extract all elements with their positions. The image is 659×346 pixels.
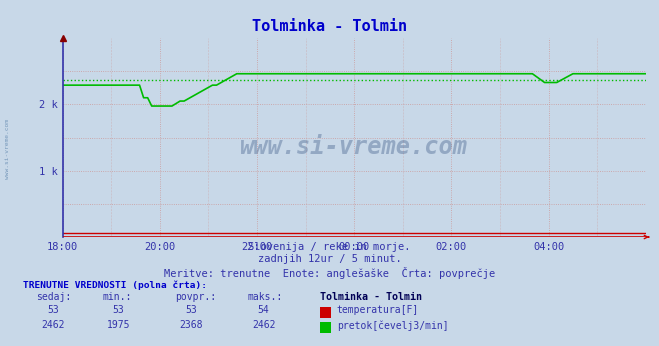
Text: www.si-vreme.com: www.si-vreme.com (241, 136, 468, 160)
Text: Slovenija / reke in morje.: Slovenija / reke in morje. (248, 242, 411, 252)
Text: 2368: 2368 (179, 320, 203, 330)
Text: 53: 53 (113, 305, 125, 315)
Text: pretok[čevelj3/min]: pretok[čevelj3/min] (337, 320, 448, 330)
Text: povpr.:: povpr.: (175, 292, 215, 302)
Text: TRENUTNE VREDNOSTI (polna črta):: TRENUTNE VREDNOSTI (polna črta): (23, 281, 207, 290)
Text: Tolminka - Tolmin: Tolminka - Tolmin (252, 19, 407, 34)
Text: 53: 53 (185, 305, 197, 315)
Text: 2462: 2462 (41, 320, 65, 330)
Text: maks.:: maks.: (247, 292, 282, 302)
Text: sedaj:: sedaj: (36, 292, 71, 302)
Text: 1975: 1975 (107, 320, 130, 330)
Text: min.:: min.: (102, 292, 132, 302)
Text: Meritve: trenutne  Enote: anglešaške  Črta: povprečje: Meritve: trenutne Enote: anglešaške Črta… (164, 267, 495, 279)
Text: 54: 54 (258, 305, 270, 315)
Text: Tolminka - Tolmin: Tolminka - Tolmin (320, 292, 422, 302)
Text: www.si-vreme.com: www.si-vreme.com (5, 119, 11, 179)
Text: 2462: 2462 (252, 320, 275, 330)
Text: zadnjih 12ur / 5 minut.: zadnjih 12ur / 5 minut. (258, 254, 401, 264)
Text: 53: 53 (47, 305, 59, 315)
Text: temperatura[F]: temperatura[F] (337, 305, 419, 315)
